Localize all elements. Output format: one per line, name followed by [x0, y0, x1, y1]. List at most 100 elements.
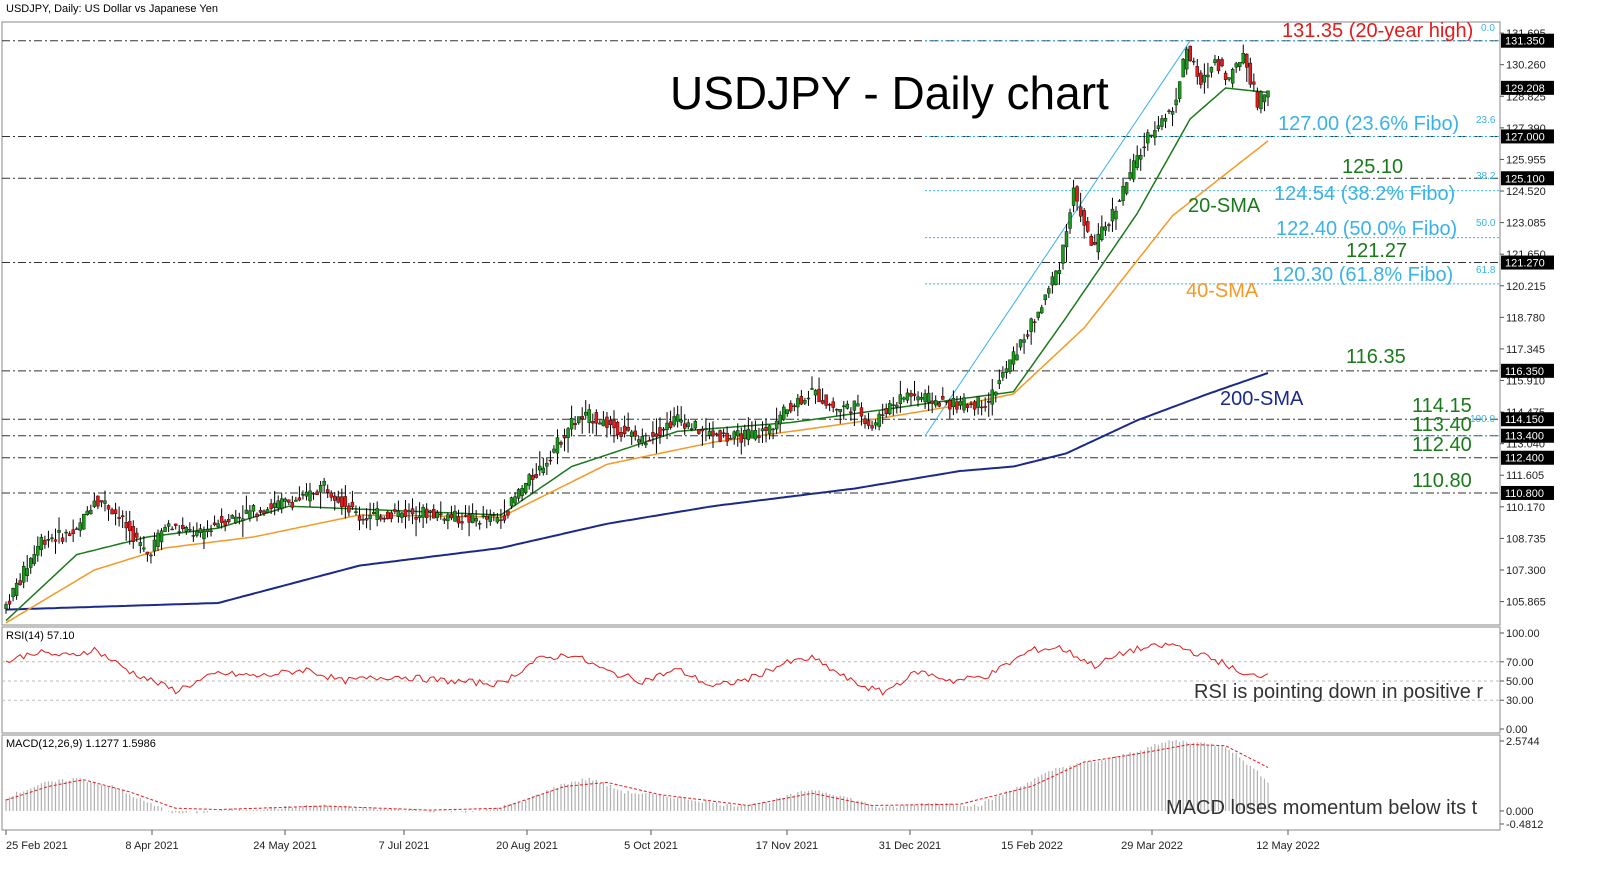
candle [1089, 233, 1093, 247]
candle [99, 500, 104, 508]
candle-body [760, 428, 765, 432]
candle [237, 512, 242, 525]
price-tag-label: 121.270 [1505, 258, 1545, 270]
candle-body [1139, 154, 1143, 160]
candle [262, 509, 266, 517]
candle-body [1057, 270, 1062, 274]
candle-body [248, 510, 252, 519]
price-tag-label: 127.000 [1505, 131, 1545, 143]
candle [990, 378, 994, 416]
candle-body [364, 518, 369, 521]
candle [849, 407, 853, 421]
candle [1223, 70, 1228, 86]
candle [1068, 208, 1072, 234]
candle-body [124, 522, 128, 529]
candle [1032, 319, 1037, 333]
candle-body [474, 518, 478, 522]
candle-body [767, 425, 772, 435]
candle [714, 432, 719, 437]
candle-body [817, 388, 821, 403]
candle-body [1142, 146, 1146, 149]
candle [1139, 148, 1143, 171]
candle-body [778, 414, 782, 425]
candle [683, 414, 687, 436]
candle [1008, 359, 1012, 375]
candle [368, 502, 372, 531]
fibo382-annotation: 124.54 (38.2% Fibo) [1274, 183, 1456, 205]
candle [449, 505, 454, 521]
candle-body [598, 422, 602, 425]
candle [580, 407, 584, 434]
candle-body [304, 491, 309, 497]
candle-body [103, 500, 107, 504]
candle [347, 503, 351, 517]
candle [294, 496, 298, 502]
candle [1107, 222, 1111, 232]
candle [969, 401, 973, 409]
candle [955, 395, 959, 414]
candle [258, 507, 263, 516]
candle-body [460, 521, 464, 524]
candle-body [1266, 90, 1270, 98]
candle-body [997, 380, 1002, 385]
candle-body [477, 523, 482, 525]
candle-body [658, 427, 662, 436]
candle [859, 402, 864, 426]
candle-body [856, 403, 860, 407]
fibo-0-label: 0.0 [1481, 23, 1495, 34]
candle-body [1160, 118, 1164, 127]
candle [1245, 53, 1249, 82]
candle [1078, 192, 1083, 223]
candle [1252, 73, 1256, 92]
candle [555, 429, 560, 465]
price-tag-box [1501, 412, 1554, 427]
candle-body [523, 483, 528, 494]
candle-body [340, 496, 344, 508]
candle [389, 510, 394, 523]
candle-body [1209, 67, 1214, 73]
candle-body [852, 400, 857, 411]
candle [757, 427, 761, 444]
candle [315, 489, 319, 496]
candle-body [311, 493, 316, 495]
candle [545, 458, 549, 476]
candle [668, 410, 673, 430]
candle [675, 405, 680, 428]
candle [1209, 66, 1214, 78]
candle [739, 427, 743, 455]
candle [601, 411, 606, 427]
price-tick-label: 125.955 [1506, 154, 1546, 166]
candle-body [711, 430, 715, 437]
candle [67, 531, 72, 537]
candle [622, 415, 627, 438]
candle [523, 482, 528, 495]
candle [499, 508, 503, 529]
candle-body [135, 532, 139, 538]
candle-body [400, 512, 404, 518]
candle-body [764, 427, 768, 431]
candle-body [587, 409, 591, 423]
candle [520, 484, 524, 501]
candle-body [1184, 48, 1189, 70]
candle [877, 411, 881, 431]
candle [212, 515, 217, 527]
candle [548, 450, 553, 465]
candle-body [743, 429, 747, 439]
candle-body [467, 514, 471, 523]
candle [177, 525, 181, 536]
date-tick-label: 25 Feb 2021 [6, 840, 68, 852]
candle [509, 496, 514, 509]
candle-body [1149, 134, 1154, 137]
candle-body [269, 503, 273, 509]
candle [1075, 185, 1079, 211]
candle [1234, 61, 1238, 73]
candle-body [1174, 99, 1178, 106]
candle [382, 516, 386, 523]
candle [166, 520, 171, 533]
candle [1163, 113, 1168, 129]
candle [559, 440, 563, 448]
candle [1167, 108, 1171, 115]
candle-body [647, 439, 652, 442]
candle-body [128, 521, 132, 532]
candle-body [439, 513, 443, 516]
